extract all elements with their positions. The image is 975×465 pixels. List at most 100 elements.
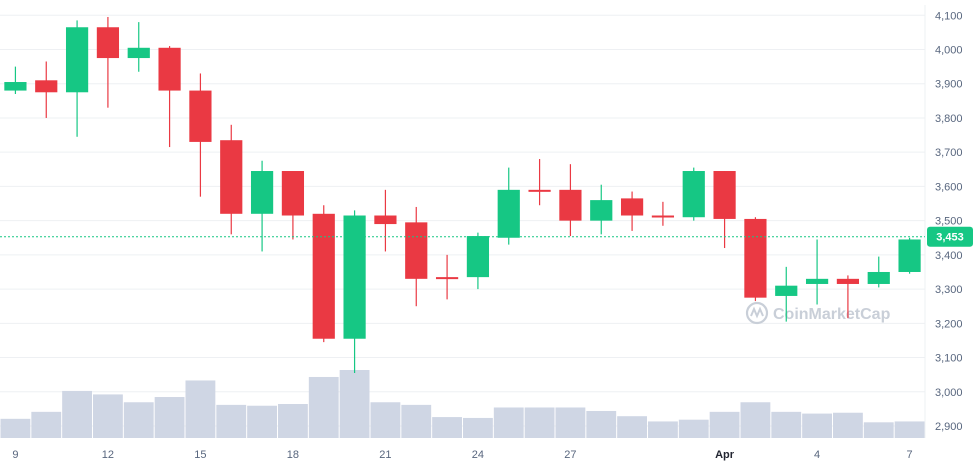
candle[interactable] <box>250 160 274 252</box>
x-tick-label: 15 <box>194 449 206 461</box>
candle[interactable] <box>374 189 397 252</box>
volume-bar <box>771 411 802 438</box>
candle[interactable] <box>775 266 798 322</box>
candle[interactable] <box>559 164 582 237</box>
candle[interactable] <box>220 124 243 235</box>
candle[interactable] <box>590 184 613 235</box>
x-tick-label: 27 <box>564 449 576 461</box>
candle-body <box>744 218 767 298</box>
volume-bar <box>370 402 401 438</box>
y-tick-label: 3,700 <box>935 147 963 159</box>
volume-bar <box>185 380 216 438</box>
candle[interactable] <box>867 256 890 288</box>
volume-bar <box>586 410 617 438</box>
candle[interactable] <box>651 201 675 226</box>
candle[interactable] <box>466 232 490 290</box>
candle-body <box>435 277 459 280</box>
candle[interactable] <box>713 171 736 249</box>
y-tick-label: 4,000 <box>935 44 963 56</box>
candle[interactable] <box>744 217 767 302</box>
x-tick-label: 21 <box>379 449 391 461</box>
volume-bar <box>648 421 678 438</box>
volume-bar <box>62 390 92 438</box>
volume-bar <box>339 370 370 438</box>
candle[interactable] <box>281 171 305 240</box>
x-tick-label: 9 <box>12 449 18 461</box>
volume-bar <box>863 422 894 438</box>
candle-body <box>312 213 335 339</box>
candle-body <box>466 236 490 278</box>
candle[interactable] <box>127 22 150 72</box>
y-tick-label: 3,500 <box>935 216 963 228</box>
current-price-label: 3,453 <box>936 232 964 244</box>
y-tick-label: 3,000 <box>935 387 963 399</box>
coinmarketcap-logo-icon <box>745 301 769 325</box>
candle-body <box>590 200 613 221</box>
volume-bar <box>617 416 647 438</box>
candle-body <box>805 278 829 284</box>
candle-body <box>405 222 428 279</box>
volume-bar <box>123 402 154 438</box>
candle-body <box>713 171 736 219</box>
current-price-line: 3,453 <box>0 226 973 247</box>
candle[interactable] <box>35 61 58 118</box>
volume-bar <box>0 418 31 438</box>
volume-bar <box>247 405 277 438</box>
volume-bar <box>740 402 771 438</box>
watermark-text: CoinMarketCap <box>773 306 891 323</box>
volume-bar <box>216 404 247 438</box>
candle[interactable] <box>65 20 89 137</box>
y-tick-label: 3,200 <box>935 318 963 330</box>
x-tick-label: Apr <box>715 449 735 461</box>
candle-body <box>682 171 705 218</box>
y-tick-label: 4,100 <box>935 10 963 22</box>
volume-bar <box>93 394 123 438</box>
candle[interactable] <box>405 206 428 307</box>
candle[interactable] <box>4 66 27 94</box>
y-tick-label: 3,300 <box>935 284 963 296</box>
candle-body <box>497 189 520 238</box>
volume-bar <box>802 413 832 438</box>
candle[interactable] <box>96 16 120 108</box>
candle-body <box>189 90 212 142</box>
candle[interactable] <box>343 210 366 373</box>
y-tick-label: 3,800 <box>935 113 963 125</box>
candle[interactable] <box>805 239 829 305</box>
candle[interactable] <box>528 159 551 206</box>
volume-bar <box>278 404 308 438</box>
candle[interactable] <box>189 73 212 197</box>
candle[interactable] <box>898 237 921 274</box>
volume-bar <box>401 404 432 438</box>
candle-body <box>250 171 274 214</box>
candle-body <box>343 215 366 339</box>
candle[interactable] <box>682 167 705 221</box>
candle-body <box>836 278 860 284</box>
candle[interactable] <box>435 254 459 300</box>
candle[interactable] <box>312 205 335 343</box>
candle[interactable] <box>836 275 860 319</box>
y-axis: 4,100 4,000 3,900 3,800 3,700 3,600 3,500 3,400… <box>935 10 963 433</box>
x-tick-label: 12 <box>102 449 114 461</box>
grid-lines <box>0 5 926 438</box>
candle[interactable] <box>158 46 181 148</box>
volume-bar <box>493 407 524 438</box>
volume-bar <box>709 411 740 438</box>
candle-body <box>127 47 150 59</box>
volume-bars <box>0 370 925 438</box>
candle-body <box>867 271 890 284</box>
volume-bar <box>678 419 709 438</box>
candle-body <box>528 189 551 192</box>
candle[interactable] <box>620 191 644 231</box>
x-tick-label: 4 <box>814 449 820 461</box>
candle-body <box>220 140 243 214</box>
candles <box>4 16 921 373</box>
candle-body <box>374 215 397 225</box>
candle-body <box>620 198 644 216</box>
candle-body <box>158 47 181 91</box>
y-tick-label: 3,100 <box>935 353 963 365</box>
candle[interactable] <box>497 167 520 245</box>
volume-bar <box>31 411 62 438</box>
volume-bar <box>524 407 555 438</box>
